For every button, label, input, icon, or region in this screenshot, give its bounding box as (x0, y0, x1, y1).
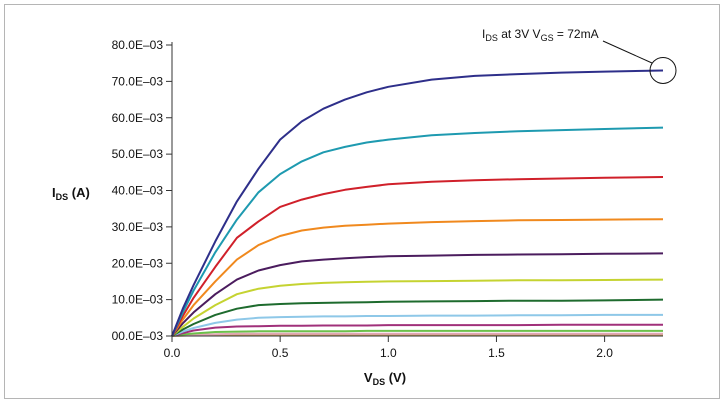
series-line-curve-8 (171, 313, 663, 337)
annotation-post: = 72mA (554, 27, 599, 41)
x-axis-title: VDS (V) (364, 370, 406, 387)
y-tick-label: 30.0E–03 (112, 220, 164, 234)
x-tick-label: 0.5 (272, 346, 289, 360)
series-line-curve-11 (171, 332, 663, 337)
series-line-curve-10 (171, 329, 663, 337)
annotation-sub-gs: GS (541, 33, 554, 43)
x-axis-title-sub: DS (373, 377, 386, 387)
series-line-curve-4 (171, 218, 664, 337)
series-line-curve-9 (171, 323, 663, 337)
annotation-pre: I (482, 27, 485, 41)
series-layer (171, 69, 664, 337)
axes-layer (171, 42, 663, 337)
y-tick-label: 00.0E–03 (112, 329, 164, 343)
y-tick-label: 50.0E–03 (112, 147, 164, 161)
ticks-layer: 00.0E–03 10.0E–03 20.0E–03 30.0E–03 40.0E–03… (112, 38, 614, 360)
series-line-curve-2 (171, 126, 664, 337)
annotation-leader-line (602, 40, 653, 64)
x-tick-label: 1.5 (488, 346, 505, 360)
y-axis-title-main: I (52, 185, 56, 200)
x-tick-label: 2.0 (596, 346, 613, 360)
y-axis-title-unit: (A) (68, 185, 90, 200)
y-tick-label: 40.0E–03 (112, 184, 164, 198)
annotation-label: IDS at 3V VGS = 72mA (482, 27, 599, 43)
series-line-curve-7 (171, 298, 664, 337)
y-tick-label: 80.0E–03 (112, 38, 164, 52)
series-line-curve-6 (171, 278, 664, 337)
y-tick-label: 60.0E–03 (112, 111, 164, 125)
series-line-curve-3 (171, 176, 664, 337)
y-tick-label: 70.0E–03 (112, 74, 164, 88)
series-line-curve-5 (171, 252, 664, 337)
y-tick-label: 20.0E–03 (112, 256, 164, 270)
y-axis-title: IDS (A) (52, 185, 90, 202)
x-tick-label: 0.0 (164, 346, 181, 360)
y-axis-title-sub: DS (56, 192, 69, 202)
x-axis-title-unit: (V) (385, 370, 406, 385)
series-line-curve-1 (171, 69, 664, 337)
annotation-circle (649, 56, 677, 84)
y-tick-label: 10.0E–03 (112, 293, 164, 307)
x-axis-title-main: V (364, 370, 373, 385)
annotation-sub-ds: DS (485, 33, 498, 43)
x-tick-label: 1.0 (380, 346, 397, 360)
annotation-mid: at 3V V (498, 27, 541, 41)
